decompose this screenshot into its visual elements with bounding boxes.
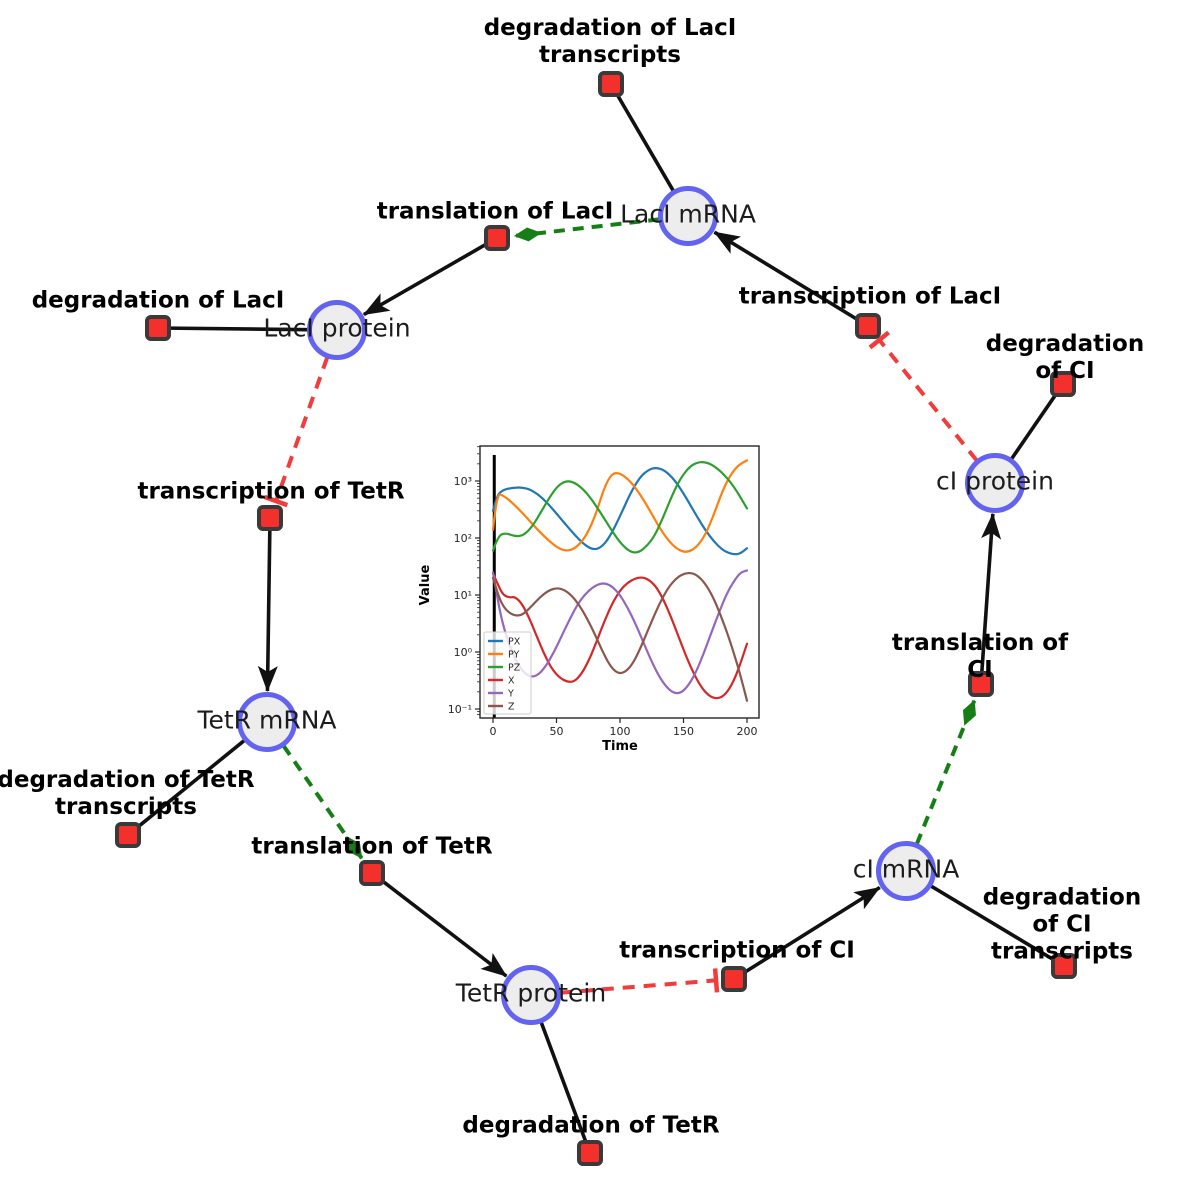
legend-entry-PY: PY — [508, 650, 520, 661]
reaction-node-deg-laci — [144, 314, 171, 341]
species-label-tetr-protein: TetR protein — [455, 978, 607, 1008]
legend-entry-X: X — [508, 676, 515, 687]
edge-laci-protein-txn-tetr — [263, 356, 330, 508]
svg-text:0: 0 — [490, 725, 497, 738]
reaction-label-txn-laci: transcription of LacI — [738, 283, 1002, 310]
species-node-laci-mrna — [658, 186, 718, 246]
series-PZ — [491, 461, 749, 554]
reaction-label-transl-laci: translation of LacI — [376, 198, 614, 225]
reaction-label-transl-ci: translation of CI — [891, 630, 1069, 683]
series-Y — [491, 569, 749, 695]
species-node-tetr-mrna — [237, 692, 297, 752]
svg-text:200: 200 — [737, 725, 758, 738]
reaction-node-txn-tetr — [256, 504, 283, 531]
reaction-label-deg-tetr-tx: degradation of TetR transcripts — [0, 767, 255, 820]
reaction-label-deg-laci-tx: degradation of LacI transcripts — [483, 15, 737, 68]
species-node-ci-mrna — [876, 841, 936, 901]
edge-ci-protein-txn-laci — [868, 330, 979, 462]
reaction-node-transl-laci — [483, 224, 510, 251]
species-label-ci-mrna: cI mRNA — [852, 854, 960, 884]
y-axis-label: Value — [418, 564, 433, 605]
edge-transl-tetr-tetr-protein — [379, 878, 508, 978]
reaction-label-deg-ci-tx: degradation of CI transcripts — [982, 884, 1142, 965]
species-node-ci-protein — [965, 453, 1025, 513]
species-label-ci-protein: cI protein — [936, 466, 1054, 496]
svg-text:10²: 10² — [454, 532, 472, 545]
legend-entry-PX: PX — [508, 637, 521, 648]
svg-text:150: 150 — [673, 725, 694, 738]
edge-transl-laci-laci-protein — [362, 241, 489, 317]
series-X — [491, 572, 749, 700]
x-axis: 0 50 100 150 200 — [490, 718, 758, 738]
svg-text:50: 50 — [550, 725, 564, 738]
reaction-label-txn-tetr: transcription of TetR — [137, 478, 405, 505]
reaction-label-deg-tetr: degradation of TetR — [462, 1112, 720, 1139]
reaction-node-transl-ci — [967, 670, 994, 697]
legend-entry-Z: Z — [508, 702, 515, 713]
reaction-label-deg-laci: degradation of LacI — [31, 287, 285, 314]
reaction-node-txn-laci — [854, 312, 881, 339]
svg-text:10⁻¹: 10⁻¹ — [448, 703, 472, 716]
edge-txn-tetr-tetr-mrna — [257, 528, 278, 693]
reaction-label-txn-ci: transcription of CI — [619, 937, 855, 964]
species-label-laci-mrna: LacI mRNA — [620, 199, 756, 229]
edge-tetr-mrna-transl-tetr — [281, 744, 364, 860]
legend-entry-PZ: PZ — [508, 663, 521, 674]
edge-laci-mrna-deg-laci-tx — [614, 92, 675, 192]
edge-transl-ci-ci-protein — [979, 512, 1002, 674]
edge-ci-mrna-deg-ci-tx — [929, 884, 1056, 962]
reaction-node-deg-laci-tx — [597, 70, 624, 97]
reaction-node-txn-ci — [720, 965, 747, 992]
reaction-label-deg-ci: degradation of CI — [985, 331, 1145, 384]
series-PX — [491, 467, 749, 556]
edge-laci-protein-deg-laci — [168, 326, 309, 332]
x-axis-label: Time — [602, 739, 638, 754]
svg-text:10¹: 10¹ — [454, 589, 472, 602]
reaction-node-transl-tetr — [358, 859, 385, 886]
edge-laci-mrna-transl-laci — [513, 217, 660, 242]
svg-text:10⁰: 10⁰ — [454, 646, 473, 659]
edge-txn-laci-laci-mrna — [713, 230, 860, 322]
svg-text:100: 100 — [610, 725, 631, 738]
reaction-label-transl-tetr: translation of TetR — [251, 833, 493, 860]
reaction-node-deg-ci — [1049, 370, 1076, 397]
edge-ci-protein-deg-ci — [1009, 392, 1059, 461]
series-Z — [491, 571, 749, 702]
reaction-node-deg-tetr — [576, 1139, 603, 1166]
species-node-laci-protein — [307, 300, 367, 360]
reaction-node-deg-tetr-tx — [114, 821, 141, 848]
edge-tetr-mrna-deg-tetr-tx — [135, 738, 246, 830]
species-label-laci-protein: LacI protein — [263, 313, 411, 343]
edge-txn-ci-ci-mrna — [742, 885, 881, 975]
reaction-node-deg-ci-tx — [1050, 952, 1077, 979]
edge-tetr-protein-txn-ci — [559, 968, 720, 995]
svg-text:10³: 10³ — [454, 475, 472, 488]
species-node-tetr-protein — [501, 965, 561, 1025]
species-label-tetr-mrna: TetR mRNA — [197, 705, 337, 735]
legend: PX PY PZ XYZ — [483, 631, 532, 715]
edge-tetr-protein-deg-tetr — [539, 1021, 588, 1144]
chart-frame — [479, 445, 760, 719]
y-axis: 10⁻¹ 10⁰ 10¹ 10² 10³ — [448, 446, 480, 716]
legend-entry-Y: Y — [507, 689, 514, 700]
inset-chart: 10⁻¹ 10⁰ 10¹ 10² 10³ 0 50 100 150 200 PX PY PZ XYZ Ti… — [418, 445, 760, 754]
series-PY — [491, 459, 749, 553]
edge-ci-mrna-transl-ci — [914, 699, 977, 845]
